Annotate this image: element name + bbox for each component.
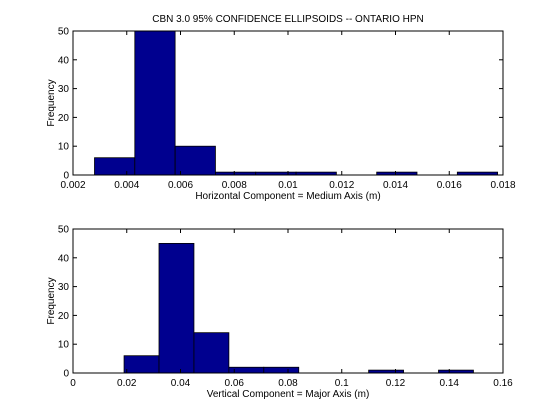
chart-title: CBN 3.0 95% CONFIDENCE ELLIPSOIDS -- ONT… [152, 14, 424, 25]
x-tick-label: 0.1 [335, 378, 349, 389]
y-tick-label: 40 [58, 55, 70, 66]
histogram-vertical-component: 0 0.02 0.04 0.06 0.08 0.1 0.12 0.14 0.16 0 10 20 30 4… [46, 225, 513, 401]
x-tick-label: 0.004 [114, 180, 139, 191]
y-axis-label: Frequency [46, 277, 57, 324]
histogram-bar [134, 30, 176, 176]
x-tick-label: 0.04 [171, 378, 191, 389]
x-tick-label: 0.06 [225, 378, 245, 389]
y-tick-label: 10 [58, 340, 70, 351]
x-axis-label: Horizontal Component = Medium Axis (m) [195, 191, 380, 202]
histogram-horizontal-component: CBN 3.0 95% CONFIDENCE ELLIPSOIDS -- ONT… [46, 14, 516, 202]
bars-group [123, 242, 474, 374]
y-tick-label: 0 [63, 171, 69, 182]
x-tick-label: 0.01 [278, 180, 298, 191]
y-tick-label: 50 [58, 27, 70, 38]
ticks-group: 0.002 0.004 0.006 0.008 0.01 0.012 0.014 0.016 0… [58, 27, 516, 192]
histogram-bar [263, 366, 300, 374]
x-tick-label: 0.006 [168, 180, 193, 191]
x-tick-label: 0.016 [437, 180, 462, 191]
histogram-bar [158, 242, 195, 374]
x-tick-label: 0.14 [440, 378, 460, 389]
x-tick-label: 0.002 [60, 180, 85, 191]
x-tick-label: 0.02 [117, 378, 137, 389]
y-tick-label: 40 [58, 253, 70, 264]
y-tick-label: 20 [58, 113, 70, 124]
x-tick-label: 0 [70, 378, 76, 389]
y-tick-label: 0 [63, 369, 69, 380]
y-tick-label: 30 [58, 84, 70, 95]
histogram-bar [123, 355, 160, 374]
y-tick-label: 10 [58, 142, 70, 153]
ticks-group: 0 0.02 0.04 0.06 0.08 0.1 0.12 0.14 0.16 0 10 20 30 4… [58, 225, 513, 390]
histogram-bar [174, 145, 216, 176]
x-tick-label: 0.08 [278, 378, 298, 389]
x-axis-label: Vertical Component = Major Axis (m) [207, 389, 370, 400]
x-tick-label: 0.012 [329, 180, 354, 191]
histogram-bar [193, 332, 230, 374]
x-tick-label: 0.018 [490, 180, 515, 191]
x-tick-label: 0.008 [222, 180, 247, 191]
histogram-bar [94, 157, 136, 176]
y-tick-label: 20 [58, 311, 70, 322]
y-tick-label: 30 [58, 282, 70, 293]
plot-area [73, 229, 503, 373]
x-tick-label: 0.16 [493, 378, 513, 389]
x-tick-label: 0.12 [386, 378, 406, 389]
x-tick-label: 0.014 [383, 180, 408, 191]
y-tick-label: 50 [58, 225, 70, 236]
y-axis-label: Frequency [46, 79, 57, 126]
